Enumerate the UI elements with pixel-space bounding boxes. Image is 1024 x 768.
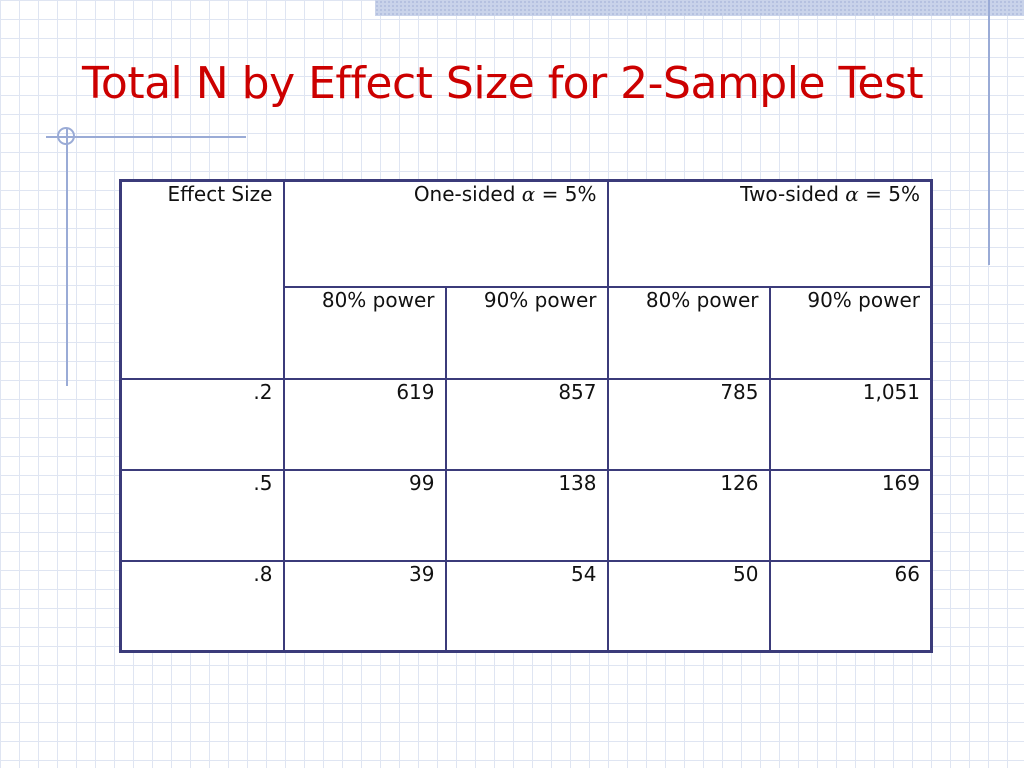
- subheader-cell: 90% power: [444, 285, 609, 380]
- sample-size-table: Effect Size One-sided α = 5% Two-sided α…: [119, 179, 933, 653]
- table-row: .2 619 857 785 1,051: [119, 377, 933, 471]
- slide-title: Total N by Effect Size for 2-Sample Test: [82, 58, 924, 109]
- value-cell: 785: [606, 377, 771, 471]
- two-sided-suffix: = 5%: [858, 182, 920, 206]
- two-sided-header: Two-sided α = 5%: [606, 179, 933, 288]
- table-header-row: Effect Size One-sided α = 5% Two-sided α…: [119, 179, 933, 380]
- value-cell: 66: [768, 559, 933, 653]
- table-subheader-row: 80% power 90% power 80% power 90% power: [121, 285, 933, 380]
- subheader-cell: 90% power: [768, 285, 933, 380]
- decorative-vertical-line-right: [988, 0, 990, 265]
- alpha-symbol: α: [521, 182, 536, 206]
- value-cell: 54: [444, 559, 609, 653]
- value-cell: 138: [444, 468, 609, 562]
- value-cell: 1,051: [768, 377, 933, 471]
- alpha-symbol: α: [845, 182, 859, 206]
- value-cell: 619: [282, 377, 447, 471]
- table-row: .8 39 54 50 66: [119, 559, 933, 653]
- effect-size-header: Effect Size: [119, 179, 285, 380]
- value-cell: 169: [768, 468, 933, 562]
- effect-size-cell: .2: [119, 377, 285, 471]
- value-cell: 857: [444, 377, 609, 471]
- value-cell: 99: [282, 468, 447, 562]
- decorative-vertical-line-left: [66, 128, 68, 386]
- value-cell: 50: [606, 559, 771, 653]
- one-sided-prefix: One-sided: [413, 182, 522, 206]
- effect-size-cell: .5: [119, 468, 285, 562]
- table-row: .5 99 138 126 169: [119, 468, 933, 562]
- decorative-horizontal-line: [46, 136, 246, 138]
- one-sided-header: One-sided α = 5%: [282, 179, 609, 288]
- one-sided-suffix: = 5%: [535, 182, 597, 206]
- effect-size-cell: .8: [119, 559, 285, 653]
- value-cell: 39: [282, 559, 447, 653]
- two-sided-prefix: Two-sided: [740, 182, 846, 206]
- subheader-cell: 80% power: [606, 285, 771, 380]
- decorative-top-band: [375, 0, 1024, 16]
- subheader-cell: 80% power: [282, 285, 447, 380]
- value-cell: 126: [606, 468, 771, 562]
- decorative-circle: [57, 127, 75, 145]
